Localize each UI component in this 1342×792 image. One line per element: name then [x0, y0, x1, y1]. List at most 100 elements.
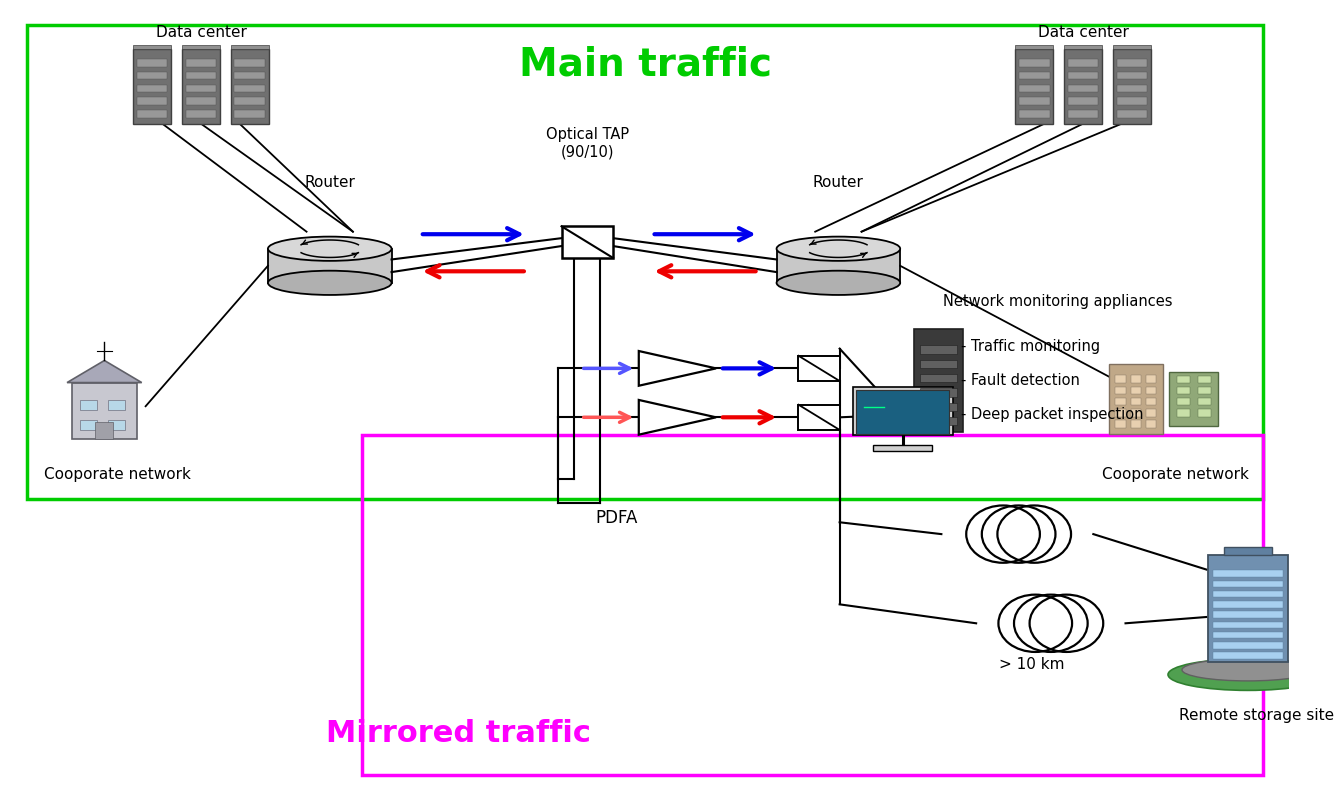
Text: Mirrored traffic: Mirrored traffic — [326, 719, 590, 748]
Bar — [1019, 72, 1049, 79]
Ellipse shape — [777, 271, 900, 295]
Bar — [1224, 547, 1272, 555]
Text: Network monitoring appliances: Network monitoring appliances — [942, 294, 1172, 309]
Polygon shape — [639, 400, 717, 435]
Bar — [1113, 45, 1151, 49]
Bar — [137, 59, 168, 67]
Bar — [1117, 85, 1147, 92]
Bar — [1131, 398, 1141, 406]
Bar — [1019, 97, 1049, 105]
Bar — [185, 72, 216, 79]
Bar — [1197, 409, 1210, 417]
Text: - Traffic monitoring: - Traffic monitoring — [961, 339, 1100, 354]
Polygon shape — [639, 351, 717, 386]
Bar — [1131, 375, 1141, 383]
Bar — [362, 436, 1263, 775]
Bar — [235, 59, 266, 67]
Bar — [1115, 375, 1126, 383]
Bar — [1068, 110, 1099, 118]
Ellipse shape — [268, 271, 392, 295]
Ellipse shape — [1182, 659, 1314, 681]
Bar — [856, 390, 949, 434]
Bar — [1213, 591, 1283, 597]
Bar — [1177, 376, 1190, 383]
Bar — [1064, 45, 1102, 49]
Bar — [1108, 364, 1164, 434]
Text: Remote storage site: Remote storage site — [1180, 708, 1334, 723]
Bar — [1117, 97, 1147, 105]
Ellipse shape — [268, 237, 392, 261]
Bar — [1169, 372, 1219, 426]
Bar — [1208, 555, 1288, 662]
Bar — [1113, 49, 1151, 124]
Bar — [185, 110, 216, 118]
Bar — [81, 400, 97, 410]
Bar — [235, 72, 266, 79]
Bar — [921, 360, 957, 368]
Bar — [72, 383, 137, 440]
Text: - Fault detection: - Fault detection — [961, 373, 1079, 388]
Bar — [921, 345, 957, 353]
Bar — [1213, 622, 1283, 628]
Bar — [95, 422, 114, 440]
Bar — [1177, 387, 1190, 394]
Bar — [1177, 409, 1190, 417]
Bar — [1131, 409, 1141, 417]
Ellipse shape — [1168, 659, 1327, 691]
Bar — [109, 400, 125, 410]
Bar — [1177, 398, 1190, 406]
Bar — [133, 45, 172, 49]
Text: - Deep packet inspection: - Deep packet inspection — [961, 406, 1143, 421]
Bar — [235, 97, 266, 105]
Text: Data center: Data center — [1037, 25, 1129, 40]
Text: Cooporate network: Cooporate network — [44, 467, 191, 482]
Polygon shape — [67, 360, 142, 383]
Bar — [777, 249, 900, 283]
Bar — [1131, 386, 1141, 394]
Bar — [1213, 601, 1283, 607]
Bar — [81, 420, 97, 430]
Bar — [1213, 611, 1283, 618]
Bar — [921, 417, 957, 425]
Bar — [1213, 570, 1283, 577]
Bar — [1019, 59, 1049, 67]
Bar — [1213, 653, 1283, 659]
Bar — [235, 85, 266, 92]
Bar — [914, 329, 964, 432]
Bar — [1115, 398, 1126, 406]
Bar — [137, 97, 168, 105]
Bar — [1213, 632, 1283, 638]
Bar — [268, 249, 392, 283]
Bar — [1068, 97, 1099, 105]
Bar — [1068, 85, 1099, 92]
Bar — [1115, 409, 1126, 417]
Bar — [1117, 59, 1147, 67]
Bar — [1117, 72, 1147, 79]
Bar — [874, 445, 933, 451]
Bar — [1197, 376, 1210, 383]
Bar — [137, 110, 168, 118]
Bar — [231, 45, 270, 49]
Bar — [137, 85, 168, 92]
Text: Router: Router — [305, 175, 356, 190]
Bar — [1019, 85, 1049, 92]
Bar — [1146, 375, 1157, 383]
Bar — [1068, 59, 1099, 67]
Bar — [181, 49, 220, 124]
Bar — [133, 49, 172, 124]
Bar — [185, 97, 216, 105]
Bar — [1146, 409, 1157, 417]
Bar — [921, 403, 957, 411]
Text: Data center: Data center — [156, 25, 247, 40]
Bar — [235, 110, 266, 118]
Bar — [1146, 386, 1157, 394]
Bar — [921, 374, 957, 383]
Bar — [137, 72, 168, 79]
Bar — [1213, 581, 1283, 587]
Text: Router: Router — [813, 175, 864, 190]
Bar — [1197, 387, 1210, 394]
Text: Optical TAP
(90/10): Optical TAP (90/10) — [546, 128, 629, 160]
Bar — [798, 405, 840, 430]
Text: > 10 km: > 10 km — [998, 657, 1064, 672]
Bar — [1117, 110, 1147, 118]
